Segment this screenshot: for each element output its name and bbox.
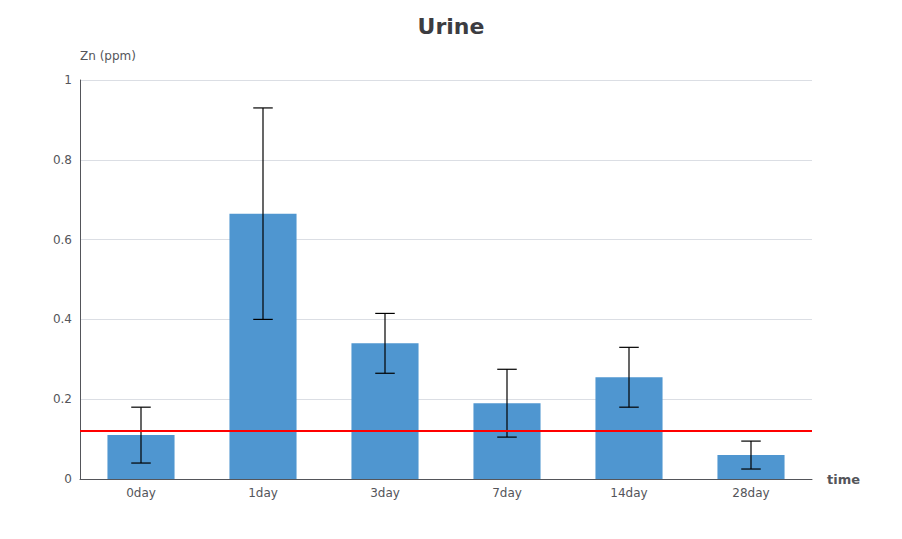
svg-text:0: 0 bbox=[64, 472, 72, 486]
svg-text:0day: 0day bbox=[126, 486, 156, 500]
svg-text:1: 1 bbox=[64, 73, 72, 87]
svg-text:Urine: Urine bbox=[418, 14, 485, 39]
svg-text:Zn (ppm): Zn (ppm) bbox=[80, 49, 136, 63]
svg-text:0.8: 0.8 bbox=[53, 153, 72, 167]
svg-text:28day: 28day bbox=[732, 486, 769, 500]
svg-text:0.4: 0.4 bbox=[53, 312, 72, 326]
svg-text:14day: 14day bbox=[610, 486, 647, 500]
svg-text:7day: 7day bbox=[492, 486, 522, 500]
svg-text:3day: 3day bbox=[370, 486, 400, 500]
svg-text:0.2: 0.2 bbox=[53, 392, 72, 406]
svg-text:0.6: 0.6 bbox=[53, 233, 72, 247]
svg-text:time: time bbox=[827, 472, 860, 487]
svg-text:1day: 1day bbox=[248, 486, 278, 500]
